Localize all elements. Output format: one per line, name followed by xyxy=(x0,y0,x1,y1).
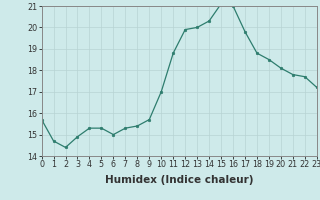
X-axis label: Humidex (Indice chaleur): Humidex (Indice chaleur) xyxy=(105,175,253,185)
